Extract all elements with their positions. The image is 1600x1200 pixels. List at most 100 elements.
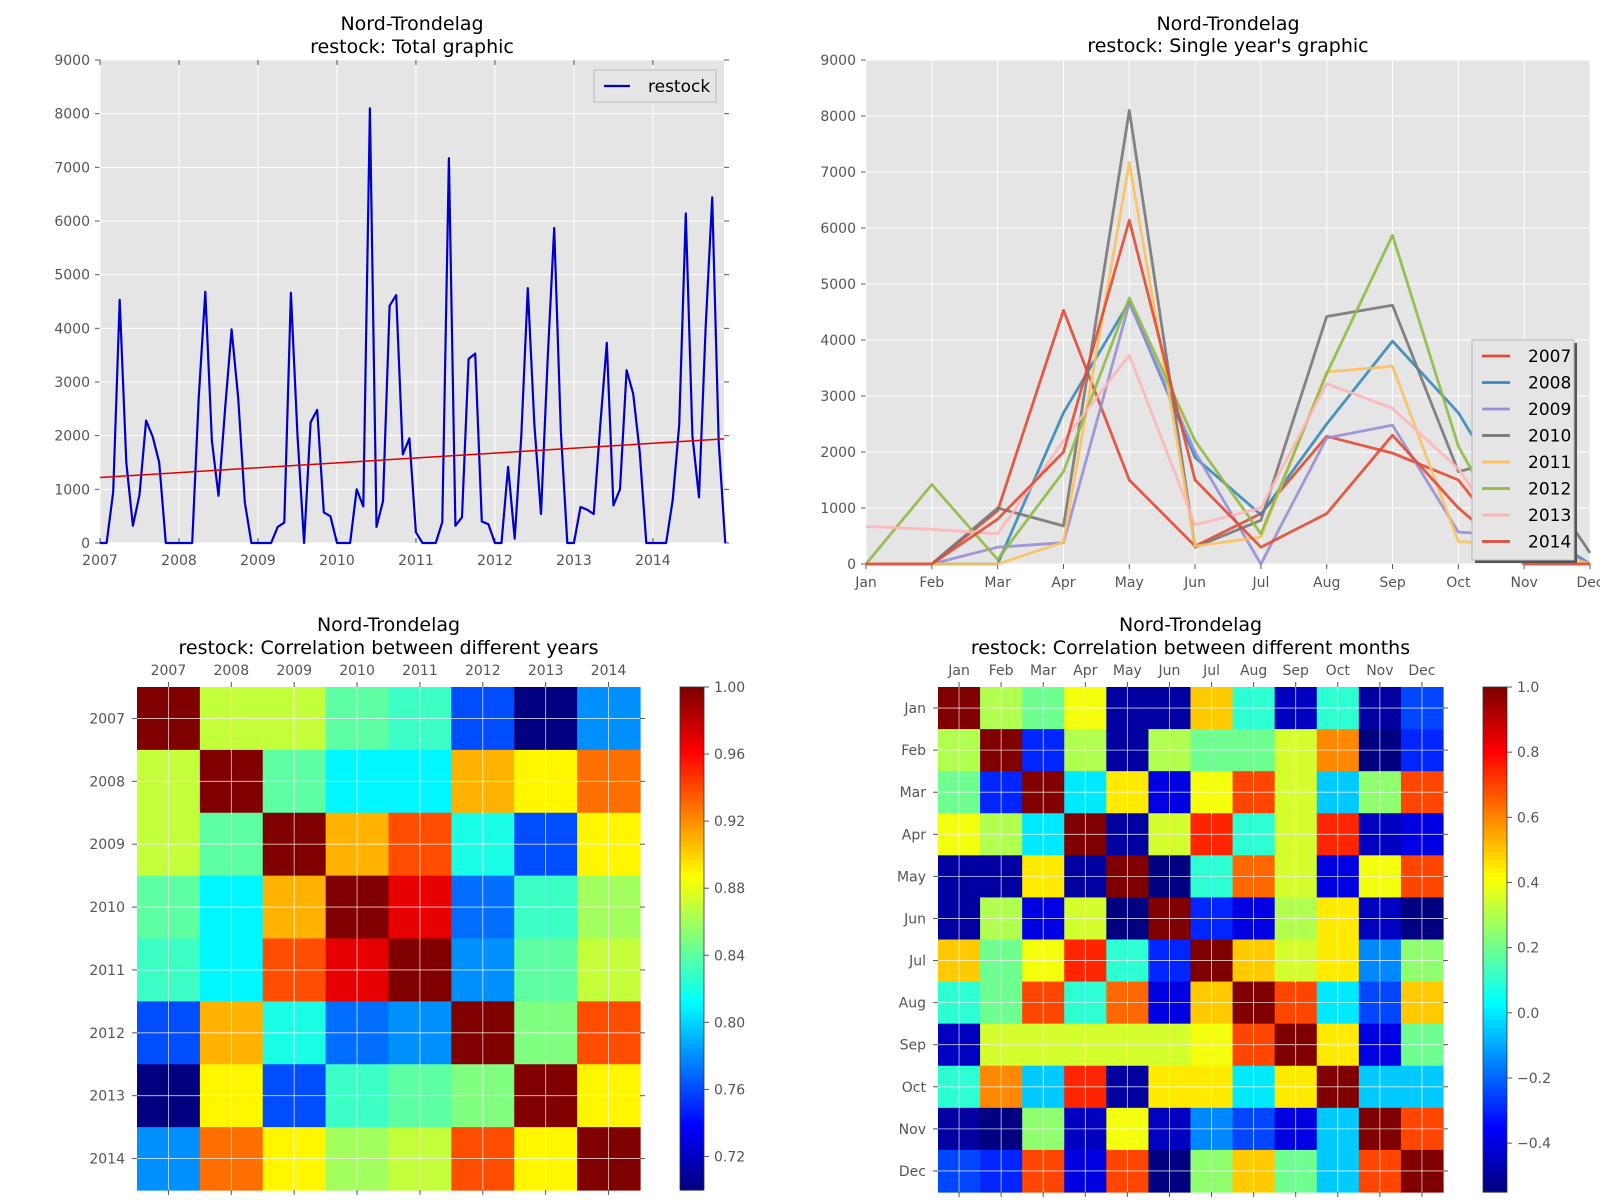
colorbar-segment xyxy=(1483,872,1507,877)
colorbar-segment xyxy=(1483,1091,1507,1096)
colorbar-segment xyxy=(1483,897,1507,903)
y-tick-label: 1000 xyxy=(820,501,856,517)
colorbar-segment xyxy=(1483,1183,1507,1189)
colorbar-segment xyxy=(1483,779,1507,785)
x-tick-label: May xyxy=(1115,575,1144,591)
colorbar-segment xyxy=(1483,1015,1507,1021)
series-line-2007 xyxy=(866,308,1590,566)
colorbar-segment xyxy=(1483,1107,1507,1113)
colorbar-segment xyxy=(680,951,704,956)
chart-title: Nord-Trondelag xyxy=(317,614,460,636)
colorbar-segment xyxy=(1483,935,1507,941)
colorbar-segment xyxy=(1483,1078,1507,1084)
y-tick-label: Jul xyxy=(908,954,926,970)
colorbar-segment xyxy=(680,1127,704,1132)
legend-label: restock xyxy=(648,77,710,97)
colorbar-tick-label: 0.8 xyxy=(1517,745,1539,761)
restock-line xyxy=(100,107,727,545)
colorbar-segment xyxy=(1483,889,1507,894)
colorbar-segment xyxy=(1483,998,1507,1004)
y-tick-label: 5000 xyxy=(54,268,90,284)
colorbar-segment xyxy=(680,758,704,764)
y-tick-label: Sep xyxy=(900,1038,927,1054)
colorbar-segment xyxy=(1483,863,1507,869)
colorbar-segment xyxy=(1483,733,1507,739)
colorbar-segment xyxy=(680,1143,704,1149)
colorbar-segment xyxy=(1483,1166,1507,1172)
y-tick-label: 2000 xyxy=(54,429,90,445)
colorbar-segment xyxy=(1483,1053,1507,1058)
colorbar-segment xyxy=(680,1122,704,1128)
x-tick-label: Mar xyxy=(984,575,1011,591)
x-tick-label: Jun xyxy=(1183,575,1206,591)
colorbar-segment xyxy=(680,1181,704,1187)
x-tick-label: 2007 xyxy=(151,663,187,679)
colorbar-segment xyxy=(680,913,704,919)
series-line-2014 xyxy=(866,218,1590,566)
x-tick-label: 2011 xyxy=(402,663,438,679)
colorbar-segment xyxy=(1483,1141,1507,1147)
colorbar-segment xyxy=(1483,720,1507,726)
colorbar-segment xyxy=(1483,1112,1507,1117)
y-tick-label: 4000 xyxy=(820,333,856,349)
colorbar-segment xyxy=(680,1156,704,1162)
colorbar-tick-label: 0.0 xyxy=(1517,1006,1539,1022)
colorbar-segment xyxy=(680,976,704,982)
colorbar-segment xyxy=(680,728,704,734)
y-tick-label: 2014 xyxy=(89,1152,125,1168)
y-tick-label: 3000 xyxy=(820,389,856,405)
colorbar-segment xyxy=(680,1164,704,1170)
colorbar-segment xyxy=(1483,994,1507,1000)
colorbar-segment xyxy=(1483,1044,1507,1050)
colorbar-segment xyxy=(1483,876,1507,882)
y-tick-label: 2008 xyxy=(89,774,125,790)
colorbar-segment xyxy=(680,984,704,990)
colorbar-segment xyxy=(680,712,704,717)
y-tick-label: 7000 xyxy=(54,160,90,176)
colorbar-segment xyxy=(1483,842,1507,848)
x-tick-label: Mar xyxy=(1030,663,1057,679)
colorbar-segment xyxy=(1483,1187,1507,1193)
colorbar-segment xyxy=(1483,914,1507,920)
colorbar-segment xyxy=(1483,1145,1507,1151)
series-line-2013 xyxy=(865,353,1590,566)
colorbar-segment xyxy=(1483,1048,1507,1054)
colorbar-segment xyxy=(1483,846,1507,852)
colorbar-segment xyxy=(1483,1162,1507,1168)
colorbar-segment xyxy=(680,1118,704,1124)
colorbar-segment xyxy=(680,1093,704,1099)
colorbar-segment xyxy=(1483,943,1507,949)
x-tick-label: 2008 xyxy=(213,663,249,679)
y-tick-label: Oct xyxy=(902,1080,927,1096)
colorbar-segment xyxy=(680,1034,704,1040)
colorbar-frame xyxy=(1482,686,1508,1193)
colorbar-segment xyxy=(680,766,704,772)
colorbar-tick-label: 0.84 xyxy=(714,948,745,964)
colorbar-segment xyxy=(680,733,704,738)
y-tick-label: 5000 xyxy=(820,277,856,293)
colorbar-segment xyxy=(1483,931,1507,936)
y-tick-label: 2000 xyxy=(820,445,856,461)
x-tick-label: Jul xyxy=(1202,663,1220,679)
colorbar-tick-label: 1.0 xyxy=(1517,680,1539,696)
colorbar-segment xyxy=(680,850,704,856)
colorbar-segment xyxy=(1483,1116,1507,1122)
plot-area xyxy=(866,60,1590,564)
legend-label: 2009 xyxy=(1528,400,1571,420)
colorbar-segment xyxy=(680,1110,704,1116)
colorbar-segment xyxy=(680,1064,704,1070)
colorbar-segment xyxy=(1483,796,1507,802)
colorbar-segment xyxy=(680,1114,704,1120)
colorbar-segment xyxy=(1483,1027,1507,1033)
y-tick-label: 2013 xyxy=(89,1089,125,1105)
colorbar-segment xyxy=(1483,750,1507,755)
colorbar-segment xyxy=(1483,695,1507,701)
chart-title: Nord-Trondelag xyxy=(1119,614,1262,636)
colorbar-segment xyxy=(680,720,704,726)
colorbar-tick-label: 0.76 xyxy=(714,1082,745,1098)
x-tick-label: Apr xyxy=(1073,663,1097,679)
colorbar-segment xyxy=(1483,939,1507,945)
colorbar-tick-label: 0.96 xyxy=(714,747,745,763)
y-tick-label: Feb xyxy=(901,743,926,759)
colorbar-segment xyxy=(1483,964,1507,970)
